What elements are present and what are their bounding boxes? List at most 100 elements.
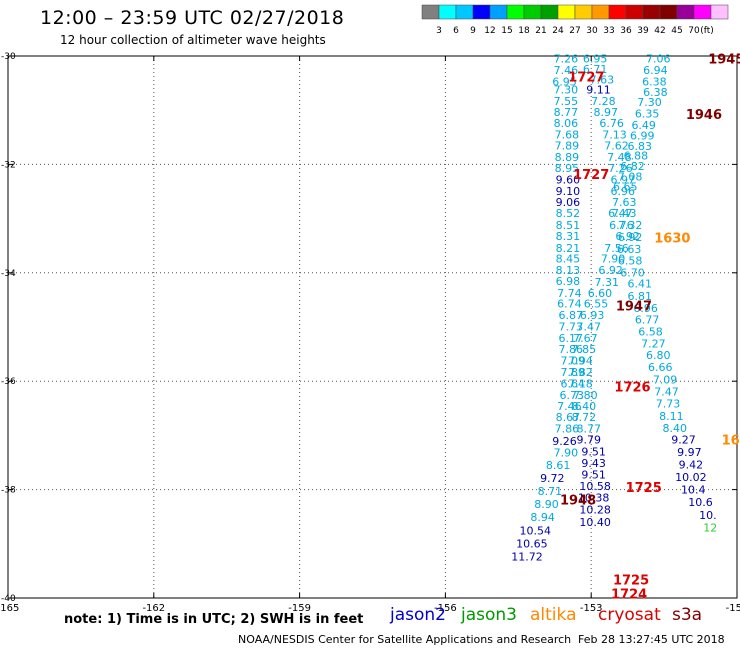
wave-height-value: 9.43 — [581, 457, 606, 470]
wave-height-value: 8.72 — [572, 411, 597, 424]
color-scale-label: 9 — [470, 26, 476, 36]
wave-height-value: 9.42 — [679, 459, 704, 472]
pass-time-label: 1946 — [686, 108, 722, 123]
pass-time-label: 1725 — [626, 481, 662, 496]
wave-height-value: 8.06 — [554, 117, 579, 130]
wave-height-value: 9.97 — [677, 446, 702, 459]
wave-height-value: 6.99 — [630, 130, 655, 143]
color-scale-label: 12 — [484, 26, 495, 36]
wave-height-value: 6.81 — [628, 290, 653, 303]
wave-height-value: 7.73 — [656, 397, 681, 410]
wave-height-value: 7.46 — [554, 64, 579, 77]
pass-time-label: 1726 — [614, 381, 650, 396]
wave-height-value: 6.63 — [617, 243, 642, 256]
wave-height-value: 10.02 — [675, 471, 707, 484]
wave-height-value: 7.13 — [602, 129, 627, 142]
wave-height-value: 6.94 — [643, 64, 668, 77]
wave-height-value: 10.40 — [579, 516, 611, 529]
pass-time-labels: 1727172717261725172517241948194719461945… — [560, 53, 740, 603]
wave-height-value: 7.62 — [604, 139, 629, 152]
wave-height-value: 6.58 — [638, 325, 663, 338]
color-scale-label: 21 — [535, 26, 546, 36]
wave-height-value: 7.26 — [554, 53, 579, 66]
wave-height-value: 6.17 — [559, 332, 584, 345]
wave-height-value: 6.87 — [559, 309, 584, 322]
map-subtitle: 12 hour collection of altimeter wave hei… — [60, 33, 326, 47]
pass-time-label: 1724 — [611, 588, 647, 603]
wave-height-value: 6.65 — [613, 181, 638, 194]
wave-height-value: 8.40 — [663, 422, 688, 435]
pass-time-label: 1948 — [560, 493, 596, 508]
wave-height-value: 6.92 — [615, 230, 640, 243]
wave-height-value: 9.10 — [556, 185, 581, 198]
wave-height-value: 6.97 — [611, 174, 636, 187]
wave-height-value: 7.89 — [555, 139, 580, 152]
map-title: 12:00 – 23:59 UTC 02/27/2018 — [40, 7, 345, 29]
latitude-tick-label: -36 — [1, 377, 16, 387]
legend-jason3: jason3 — [461, 605, 517, 625]
wave-height-value: 10. — [699, 509, 717, 522]
latitude-tick-label: -40 — [1, 594, 16, 604]
wave-height-value: 7.56 — [604, 242, 629, 255]
legend-s3a: s3a — [672, 605, 703, 625]
wave-height-value: 10.28 — [579, 504, 611, 517]
wave-height-value: 7.30 — [554, 84, 579, 97]
wave-height-value: 7.80 — [573, 389, 598, 402]
map-frame — [7, 55, 738, 599]
wave-height-value: 8.52 — [556, 207, 581, 220]
wave-height-value: 9.27 — [671, 434, 696, 447]
wave-height-value: 6.77 — [635, 313, 660, 326]
wave-height-value: 7.68 — [555, 129, 580, 142]
wave-height-value: 6.38 — [643, 86, 668, 99]
legend-altika: altika — [530, 605, 577, 625]
wave-height-value: 7.47 — [654, 385, 679, 398]
wave-height-value: 7.08 — [618, 170, 643, 183]
wave-height-value: 7.30 — [637, 96, 662, 109]
wave-height-value: 6.60 — [588, 287, 613, 300]
wave-height-value: 10.65 — [516, 537, 548, 550]
pass-time-label: 1947 — [616, 299, 652, 314]
wave-height-value: 7.47 — [577, 320, 602, 333]
color-scale-label: 6 — [453, 26, 459, 36]
wave-height-value: 6.76 — [609, 219, 634, 232]
wave-height-value: 10.6 — [688, 496, 713, 509]
wave-height-value: 8.97 — [594, 106, 619, 119]
wave-height-value: 9.51 — [581, 446, 606, 459]
wave-height-value: 8.89 — [555, 151, 580, 164]
wave-height-value: 6.73 — [560, 389, 585, 402]
wave-height-value: 8.90 — [534, 498, 559, 511]
wave-height-value: 7.26 — [608, 162, 633, 175]
wave-height-value: 8.95 — [555, 162, 580, 175]
wave-height-value: 6.49 — [631, 119, 656, 132]
color-scale-label: 33 — [603, 26, 614, 36]
wave-height-value: 8.51 — [556, 219, 581, 232]
color-scale-label: 39 — [637, 26, 649, 36]
wave-height-value: 11.72 — [511, 550, 543, 563]
wave-height-value: 9.06 — [556, 196, 581, 209]
pass-time-label: 16 — [722, 434, 740, 449]
wave-height-value: 8.13 — [556, 264, 581, 277]
wave-height-value: 12 — [703, 522, 717, 535]
wave-height-value: 7.31 — [595, 276, 620, 289]
wave-height-value: 7.90 — [601, 253, 626, 266]
generated-timestamp: Feb 28 13:27:45 UTC 2018 — [578, 633, 725, 646]
wave-height-value: 8.71 — [538, 485, 563, 498]
wave-height-value: 7.09 — [653, 374, 678, 387]
color-scale-label: 45 — [671, 26, 682, 36]
wave-height-value: 9.26 — [552, 435, 577, 448]
wave-height-value: 7.85 — [572, 343, 597, 356]
wave-height-value: 7.86 — [555, 422, 580, 435]
wave-height-value: 7.89 — [560, 366, 585, 379]
color-scale-label: 18 — [518, 26, 530, 36]
color-scale-label: 15 — [501, 26, 512, 36]
wave-height-value: 6.93 — [580, 309, 605, 322]
color-scale-label: 36 — [620, 26, 632, 36]
wave-height-value: 6.35 — [635, 107, 660, 120]
color-scale-unit: (ft) — [700, 26, 714, 36]
color-scale-swatch — [710, 4, 729, 20]
pass-time-label: 1945 — [708, 53, 740, 68]
wave-height-value: 8.67 — [556, 411, 581, 424]
longitude-tick-label: -159 — [288, 603, 311, 614]
wave-height-value: 6.38 — [642, 75, 667, 88]
